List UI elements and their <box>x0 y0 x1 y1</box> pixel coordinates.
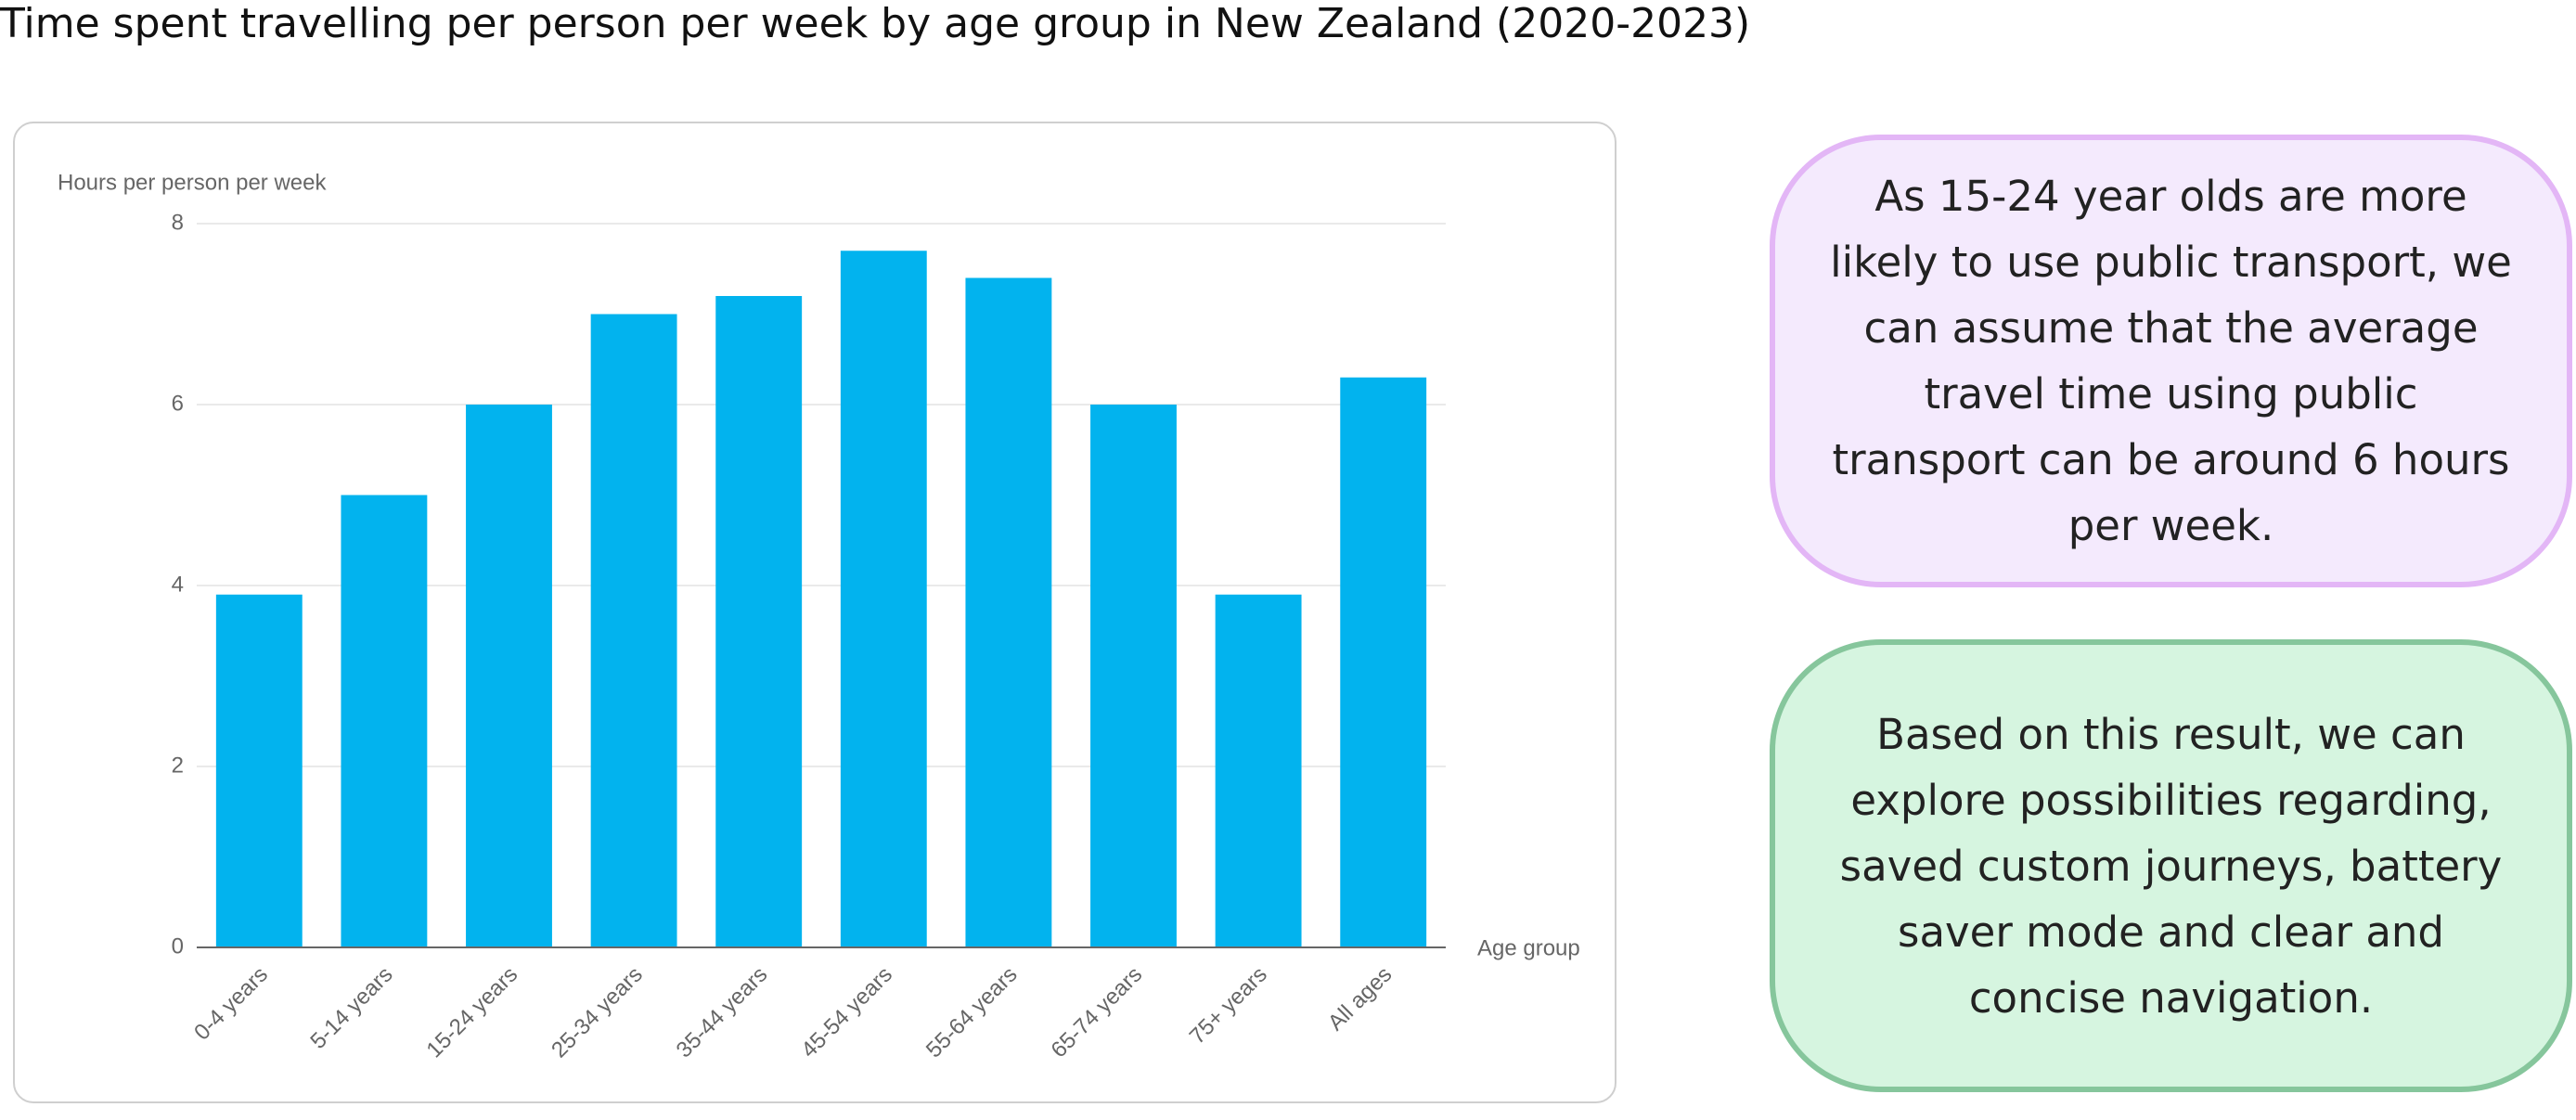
y-tick-label: 2 <box>172 753 184 778</box>
x-tick-label: 5-14 years <box>305 962 397 1054</box>
x-tick-label: 75+ years <box>1185 962 1272 1049</box>
x-tick-label: 55-64 years <box>921 962 1023 1063</box>
x-tick-label: All ages <box>1323 962 1397 1036</box>
x-tick-label: 0-4 years <box>189 962 273 1046</box>
bar <box>215 594 303 947</box>
bar <box>590 314 677 947</box>
annotation: As 15-24 year olds are more likely to us… <box>1770 135 2572 587</box>
bar <box>965 277 1052 947</box>
bar <box>341 495 428 947</box>
y-axis-label: Hours per person per week <box>58 170 327 195</box>
annotation: Based on this result, we can explore pos… <box>1770 639 2572 1092</box>
chart: Hours per person per week Age group 0 2 4 6… <box>58 170 1580 1063</box>
bar <box>1340 377 1427 947</box>
x-tick-label: 45-54 years <box>796 962 897 1063</box>
bar <box>466 405 552 947</box>
bar <box>715 296 803 947</box>
x-tick-label: 25-34 years <box>547 962 648 1063</box>
bar <box>1090 405 1177 947</box>
x-tick-label: 65-74 years <box>1047 962 1148 1063</box>
y-tick-label: 4 <box>172 572 184 597</box>
x-tick-label: 35-44 years <box>672 962 773 1063</box>
x-tick-label: 15-24 years <box>422 962 523 1063</box>
y-tick-label: 0 <box>172 933 184 959</box>
bar <box>840 251 927 947</box>
x-axis-label: Age group <box>1477 935 1580 960</box>
y-tick-label: 8 <box>172 210 184 235</box>
bar <box>1215 594 1302 947</box>
chart-card: Hours per person per week Age group 0 2 4 6… <box>13 122 1616 1103</box>
page-title: Time spent travelling per person per wee… <box>0 0 1751 47</box>
y-tick-label: 6 <box>172 391 184 416</box>
